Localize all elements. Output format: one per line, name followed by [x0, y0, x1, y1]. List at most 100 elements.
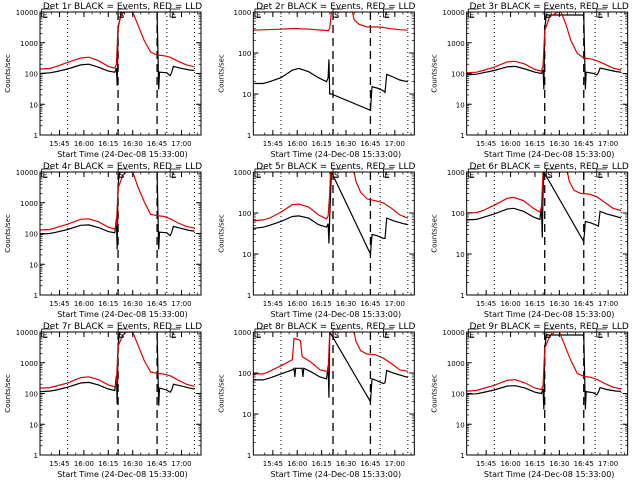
x-axis-label: Start Time (24-Dec-08 15:33:00): [484, 150, 615, 159]
y-tick-label: 100: [25, 71, 38, 79]
x-tick-label: 16:00: [74, 140, 94, 148]
chart-panel-3: Det 3r BLACK = Events, RED = LLD Counts/s…: [431, 2, 629, 159]
chart-panel-7: Det 7r BLACK = Events, RED = LLD Counts/s…: [4, 322, 202, 479]
event-marker-label: E: [598, 171, 603, 180]
x-tick-label: 17:00: [171, 300, 191, 308]
y-tick-label: 1: [247, 132, 251, 140]
event-marker-bracket: [596, 8, 607, 18]
y-tick-label: 100: [238, 50, 251, 58]
event-marker-bracket: [332, 8, 344, 18]
series-line-lld: [253, 332, 408, 375]
event-marker-label: S: [547, 171, 552, 180]
chart-title: Det 4r BLACK = Events, RED = LLD: [43, 162, 202, 172]
x-tick-label: 16:45: [574, 300, 594, 308]
x-tick-label: 16:45: [360, 460, 380, 468]
x-tick-label: 15:45: [49, 140, 69, 148]
chart-title: Det 1r BLACK = Events, RED = LLD: [43, 2, 202, 12]
x-tick-label: 16:15: [98, 300, 118, 308]
plot-frame: [466, 331, 629, 456]
event-marker-bracket: [467, 168, 479, 178]
x-axis-label: Start Time (24-Dec-08 15:33:00): [57, 310, 188, 319]
event-marker-bracket: [169, 328, 181, 338]
series-line-lld: [253, 12, 408, 32]
plot-frame: [39, 11, 202, 136]
event-marker-label: S: [119, 331, 124, 340]
y-tick-label: 10: [456, 251, 465, 259]
series-line-events: [40, 332, 195, 406]
x-tick-label: 17:00: [385, 460, 405, 468]
x-tick-label: 17:00: [171, 140, 191, 148]
event-marker-bracket: [544, 328, 555, 338]
chart-panel-2: Det 2r BLACK = Events, RED = LLD Counts/s…: [217, 2, 415, 159]
x-tick-label: 16:00: [500, 300, 520, 308]
x-tick-label: 16:45: [360, 140, 380, 148]
event-marker-bracket: [117, 328, 129, 338]
x-tick-label: 16:00: [287, 140, 307, 148]
event-marker-label: E: [384, 331, 389, 340]
x-axis-label: Start Time (24-Dec-08 15:33:00): [271, 310, 402, 319]
x-tick-label: 16:45: [147, 140, 167, 148]
y-tick-label: 10: [242, 91, 251, 99]
x-tick-label: 15:45: [476, 300, 496, 308]
y-tick-label: 100: [25, 231, 38, 239]
x-tick-label: 15:45: [263, 460, 283, 468]
y-tick-label: 1000: [234, 329, 252, 337]
y-tick-label: 1: [460, 452, 464, 460]
x-tick-label: 17:00: [385, 300, 405, 308]
y-tick-label: 1: [34, 292, 38, 300]
x-tick-label: 16:30: [123, 460, 143, 468]
y-tick-label: 1000: [447, 169, 465, 177]
chart-panel-5: Det 5r BLACK = Events, RED = LLD Counts/s…: [217, 162, 415, 319]
event-marker-label: E: [384, 171, 389, 180]
x-tick-label: 16:45: [574, 460, 594, 468]
x-tick-label: 16:30: [549, 300, 569, 308]
event-marker-label: S: [119, 11, 124, 20]
x-tick-label: 16:45: [574, 140, 594, 148]
y-tick-label: 100: [451, 210, 464, 218]
event-marker-label: E: [598, 11, 603, 20]
y-axis-label: Counts/sec: [431, 54, 439, 93]
x-tick-label: 16:00: [74, 460, 94, 468]
plot-frame: [252, 11, 415, 136]
y-axis-label: Counts/sec: [4, 214, 12, 253]
y-axis-label: Counts/sec: [431, 214, 439, 253]
x-axis-label: Start Time (24-Dec-08 15:33:00): [484, 310, 615, 319]
x-tick-label: 16:15: [312, 140, 332, 148]
y-tick-label: 10000: [16, 329, 38, 337]
x-tick-label: 16:30: [336, 300, 356, 308]
chart-title: Det 2r BLACK = Events, RED = LLD: [256, 2, 415, 12]
event-marker-bracket: [596, 168, 607, 178]
y-tick-label: 1000: [447, 360, 465, 368]
y-tick-label: 10: [456, 101, 465, 109]
chart-title: Det 3r BLACK = Events, RED = LLD: [470, 2, 629, 12]
x-tick-label: 16:15: [525, 140, 545, 148]
series-line-events: [253, 332, 409, 404]
x-tick-label: 16:30: [549, 460, 569, 468]
series-line-lld: [40, 332, 195, 389]
event-marker-label: S: [546, 11, 551, 20]
event-marker-bracket: [254, 8, 265, 18]
event-marker-bracket: [41, 168, 52, 178]
event-marker-bracket: [596, 328, 607, 338]
series-line-events: [40, 12, 195, 90]
x-tick-label: 17:00: [171, 460, 191, 468]
x-tick-label: 15:45: [263, 300, 283, 308]
plot-frame: [252, 331, 415, 456]
y-tick-label: 10000: [16, 9, 38, 17]
chart-title: Det 8r BLACK = Events, RED = LLD: [256, 322, 415, 332]
x-tick-label: 15:45: [476, 460, 496, 468]
x-axis-label: Start Time (24-Dec-08 15:33:00): [484, 470, 615, 479]
x-tick-label: 16:45: [147, 300, 167, 308]
event-marker-bracket: [169, 168, 181, 178]
series-line-events: [466, 172, 622, 244]
y-tick-label: 100: [451, 71, 464, 79]
y-tick-label: 1000: [20, 200, 38, 208]
x-tick-label: 16:00: [500, 140, 520, 148]
y-tick-label: 10000: [16, 169, 38, 177]
event-marker-bracket: [169, 8, 181, 18]
event-marker-bracket: [383, 328, 394, 338]
event-marker-label: E: [384, 11, 389, 20]
chart-title: Det 6r BLACK = Events, RED = LLD: [470, 162, 629, 172]
event-marker-label: S: [334, 171, 339, 180]
x-tick-label: 16:30: [123, 300, 143, 308]
